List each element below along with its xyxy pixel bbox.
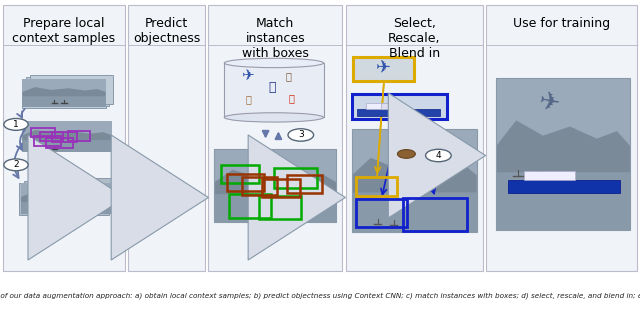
Bar (214, 195, 336, 222)
Bar (508, 180, 620, 193)
Bar (352, 94, 447, 119)
Bar (214, 149, 336, 222)
Bar (242, 177, 277, 195)
Text: 🐄: 🐄 (245, 94, 252, 104)
Text: 1: 1 (13, 120, 19, 129)
Bar (34, 190, 82, 212)
Bar (381, 103, 397, 109)
Circle shape (397, 150, 415, 158)
Bar (225, 63, 323, 118)
Bar (403, 198, 467, 231)
Bar (22, 97, 106, 107)
Bar (34, 136, 61, 146)
Text: Context
CNN: Context CNN (150, 188, 183, 207)
Bar (28, 178, 118, 211)
Text: 3: 3 (298, 131, 303, 139)
Bar (21, 202, 111, 214)
Bar (496, 78, 630, 230)
Circle shape (4, 118, 28, 130)
Text: Use for training: Use for training (513, 17, 610, 30)
Bar (229, 194, 271, 218)
Polygon shape (21, 192, 111, 202)
Bar (524, 171, 575, 180)
Text: Fig. 3. Illustration of our data augmentation approach: a) obtain local context : Fig. 3. Illustration of our data augment… (0, 292, 640, 299)
Text: ✈: ✈ (376, 60, 392, 78)
Text: 🚢: 🚢 (268, 81, 276, 94)
Text: Prepare local
context samples: Prepare local context samples (12, 17, 116, 45)
Bar (227, 174, 264, 191)
Bar (31, 128, 55, 137)
Bar (366, 103, 404, 109)
Bar (30, 75, 113, 104)
Bar (19, 183, 109, 215)
Bar (346, 5, 483, 271)
Bar (262, 179, 300, 197)
Bar (52, 132, 77, 142)
Ellipse shape (225, 113, 324, 122)
Bar (259, 196, 301, 219)
Bar (356, 199, 407, 227)
Circle shape (288, 129, 314, 141)
Bar (22, 141, 112, 152)
Bar (46, 138, 73, 148)
Bar (486, 5, 637, 271)
Bar (22, 79, 106, 107)
Bar (496, 78, 630, 230)
Bar (40, 132, 63, 141)
Polygon shape (496, 120, 630, 172)
Bar (287, 175, 322, 193)
Bar (352, 129, 477, 232)
Text: Match
instances
with boxes: Match instances with boxes (242, 17, 308, 60)
Ellipse shape (225, 58, 324, 67)
Polygon shape (214, 170, 336, 195)
Polygon shape (22, 130, 112, 141)
Bar (356, 177, 397, 196)
Bar (496, 172, 630, 230)
Bar (274, 168, 317, 188)
Bar (352, 193, 477, 232)
Text: Select,
Rescale,
Blend in: Select, Rescale, Blend in (388, 17, 440, 60)
Circle shape (4, 159, 28, 171)
Polygon shape (352, 158, 477, 193)
Bar (21, 183, 111, 214)
Text: ✈: ✈ (241, 69, 253, 84)
Bar (208, 5, 342, 271)
Text: 🚗: 🚗 (288, 94, 294, 104)
Bar (221, 165, 259, 183)
Bar (24, 180, 113, 213)
Text: 4: 4 (436, 151, 441, 160)
Text: 2: 2 (13, 160, 19, 169)
Bar (3, 5, 125, 271)
Bar (26, 77, 109, 106)
Text: Predict
objectness: Predict objectness (132, 17, 200, 45)
Polygon shape (22, 87, 106, 97)
Text: ✈: ✈ (537, 89, 561, 116)
Circle shape (426, 149, 451, 162)
Bar (128, 5, 205, 271)
Polygon shape (136, 179, 200, 216)
Bar (68, 131, 90, 141)
Bar (22, 79, 106, 108)
Bar (352, 129, 477, 232)
Text: 🐕: 🐕 (285, 71, 291, 81)
Bar (214, 149, 336, 222)
Bar (353, 57, 414, 81)
Bar (22, 121, 112, 152)
Bar (357, 109, 440, 116)
